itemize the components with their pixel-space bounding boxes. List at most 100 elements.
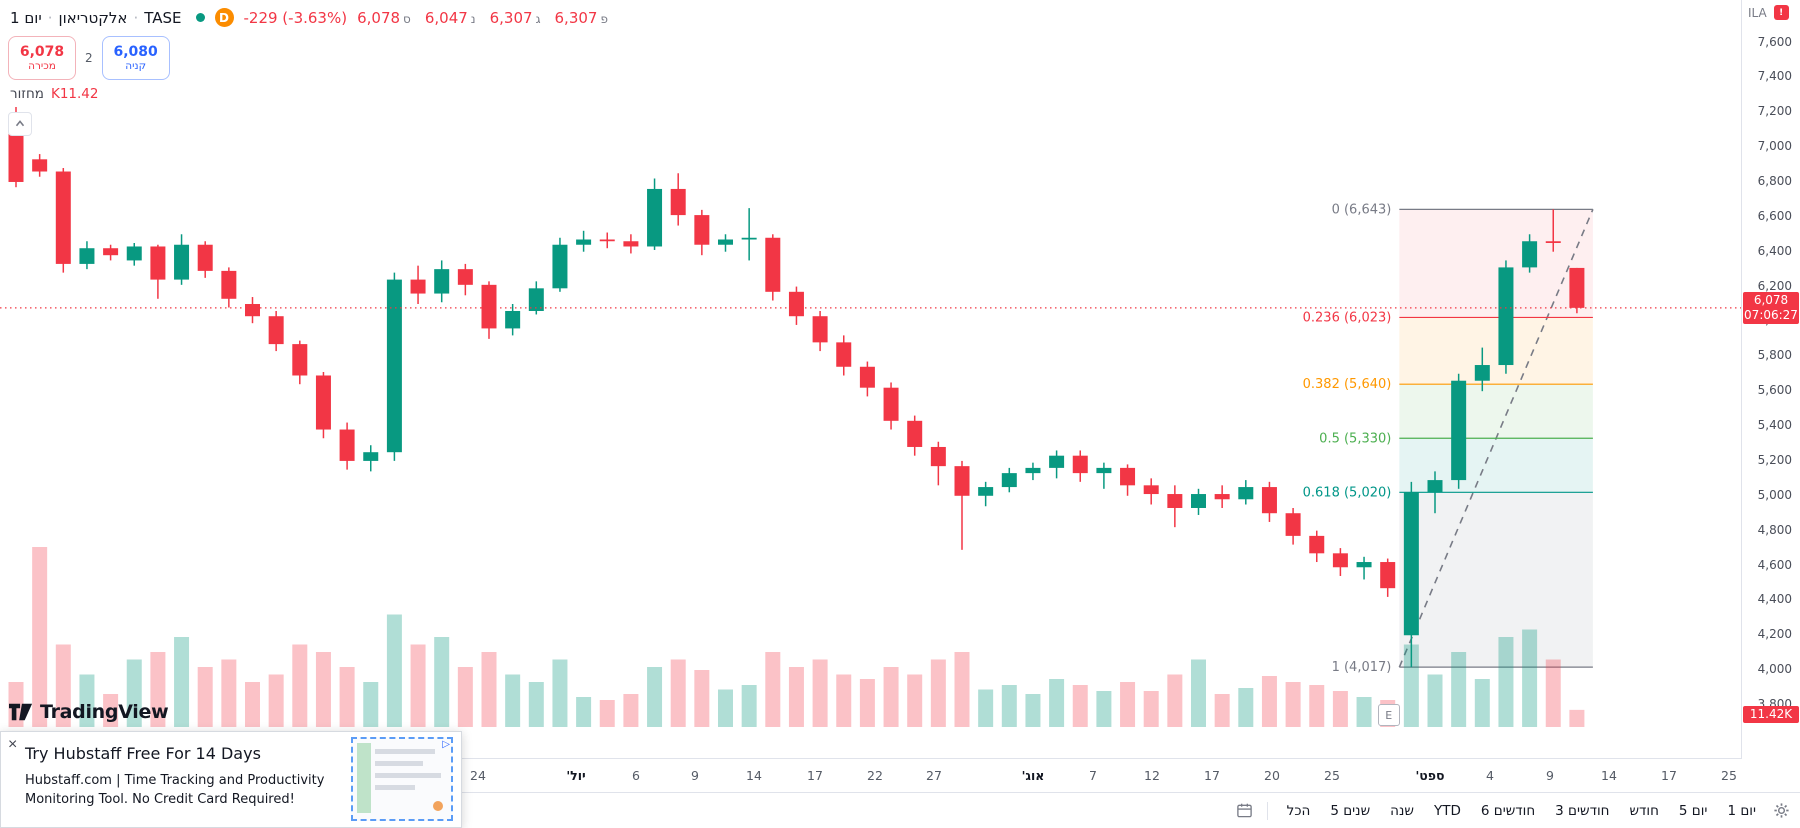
volume-bar bbox=[1261, 676, 1277, 727]
ad-thumbnail[interactable]: ▷ bbox=[351, 737, 453, 821]
candle-body bbox=[481, 284, 497, 329]
ad-close-button[interactable]: × bbox=[6, 734, 19, 756]
candle-body bbox=[1191, 494, 1206, 508]
candle-body bbox=[1309, 535, 1325, 554]
candle-body bbox=[694, 215, 710, 245]
volume-bar bbox=[883, 667, 899, 727]
ohlc-values: 6,078 ס 6,047 נ 6,307 ג 6,307 פ bbox=[357, 9, 608, 27]
earnings-marker[interactable]: E bbox=[1377, 704, 1400, 726]
candle-body bbox=[410, 279, 426, 294]
candle-body bbox=[1096, 467, 1112, 474]
trade-buttons: 6,078 מכירה 2 6,080 קניה bbox=[8, 36, 170, 80]
candle-body bbox=[788, 291, 804, 317]
tradingview-logo[interactable]: TradingView bbox=[8, 700, 169, 724]
range-button[interactable]: הכל bbox=[1278, 798, 1320, 824]
volume-bars bbox=[8, 547, 1585, 727]
volume-bar bbox=[150, 652, 166, 727]
ohlc-low: 6,047 נ bbox=[424, 8, 476, 27]
volume-bar bbox=[1001, 685, 1017, 727]
adchoices-icon[interactable]: ▷ bbox=[442, 739, 450, 750]
time-axis-tick: 22 bbox=[867, 768, 883, 783]
candle-body bbox=[315, 375, 331, 430]
price-axis-tick: 6,400 bbox=[1757, 243, 1792, 258]
last-volume-badge: 11.42K bbox=[1743, 706, 1799, 723]
volume-bar bbox=[126, 659, 142, 727]
ad-thumb-line bbox=[375, 749, 435, 754]
time-axis-tick: 12 bbox=[1144, 768, 1160, 783]
fib-level-label: 0.618 (5,020) bbox=[1303, 485, 1392, 500]
time-axis-tick: 9 bbox=[691, 768, 699, 783]
volume-bar bbox=[741, 685, 757, 727]
collapse-legend-button[interactable] bbox=[8, 112, 32, 136]
currency-label[interactable]: ILA bbox=[1748, 5, 1767, 20]
fib-band bbox=[1399, 317, 1593, 385]
volume-bar bbox=[1096, 691, 1112, 727]
chart-settings-button[interactable] bbox=[1769, 798, 1794, 823]
symbol-title[interactable]: 1 יום · אלקטריאון · TASE bbox=[10, 9, 182, 27]
candle-body bbox=[386, 279, 402, 453]
sell-button[interactable]: 6,078 מכירה bbox=[8, 36, 76, 80]
interval-label[interactable]: 1 יום bbox=[10, 8, 42, 27]
volume-bar bbox=[647, 667, 663, 727]
candle-body bbox=[765, 237, 781, 292]
range-button[interactable]: 5 שנים bbox=[1321, 798, 1379, 824]
volume-bar bbox=[221, 659, 237, 727]
candle-body bbox=[528, 288, 544, 311]
price-chart-svg[interactable]: 0 (6,643) 0.236 (6,023) 0.382 (5,640) 0.5 (… bbox=[0, 0, 1742, 758]
candle-body bbox=[1001, 473, 1017, 488]
go-to-date-button[interactable] bbox=[1232, 798, 1257, 823]
volume-bar bbox=[434, 637, 450, 727]
alert-icon[interactable]: ! bbox=[1773, 5, 1789, 20]
volume-bar bbox=[1143, 691, 1159, 727]
ad-headline[interactable]: Try Hubstaff Free For 14 Days bbox=[25, 744, 261, 763]
last-price-badge[interactable]: 6,078 07:06:27 bbox=[1743, 291, 1799, 324]
range-button[interactable]: 6 חודשים bbox=[1472, 798, 1544, 824]
volume-bar bbox=[292, 644, 308, 727]
candle-body bbox=[339, 429, 355, 461]
candle-body bbox=[1072, 455, 1088, 474]
buy-button[interactable]: 6,080 קניה bbox=[101, 36, 170, 80]
market-status-dot-icon bbox=[195, 13, 205, 22]
price-axis-tick: 4,600 bbox=[1757, 557, 1792, 572]
last-price-value: 6,078 bbox=[1753, 292, 1789, 307]
time-axis-tick: 14 bbox=[746, 768, 762, 783]
price-axis[interactable]: ILA ! 7,600 7,400 7,200 7,000 6,800 6,600 6,40… bbox=[1741, 0, 1800, 758]
volume-bar bbox=[1332, 691, 1348, 727]
range-button[interactable]: 1 יום bbox=[1718, 798, 1765, 824]
range-button[interactable]: YTD bbox=[1425, 798, 1470, 824]
candle-body bbox=[103, 248, 119, 256]
price-axis-tick: 5,800 bbox=[1757, 348, 1792, 363]
bar-countdown: 07:06:27 bbox=[1744, 307, 1798, 322]
volume-bar bbox=[505, 674, 521, 727]
candle-body bbox=[647, 188, 663, 247]
fib-retracement[interactable]: 0 (6,643) 0.236 (6,023) 0.382 (5,640) 0.5 (… bbox=[1303, 202, 1594, 675]
range-button[interactable]: 3 חודשים bbox=[1546, 798, 1618, 824]
symbol-name[interactable]: אלקטריאון bbox=[58, 8, 128, 27]
range-button[interactable]: 5 יום bbox=[1670, 798, 1717, 824]
fib-band bbox=[1399, 209, 1593, 318]
volume-bar bbox=[55, 644, 71, 727]
volume-bar bbox=[1167, 674, 1183, 727]
ad-body[interactable]: Hubstaff.com | Time Tracking and Product… bbox=[25, 773, 325, 807]
time-axis-month-label: 'יול bbox=[566, 768, 586, 783]
exchange-label[interactable]: TASE bbox=[144, 8, 182, 27]
candle-body bbox=[1569, 267, 1585, 308]
time-axis-tick: 20 bbox=[1264, 768, 1280, 783]
range-button[interactable]: שנה bbox=[1381, 798, 1423, 824]
delayed-data-badge[interactable]: D bbox=[214, 8, 234, 27]
candle-body bbox=[1427, 480, 1443, 493]
sell-price: 6,078 bbox=[19, 43, 65, 60]
volume-bar bbox=[1309, 685, 1325, 727]
volume-bar bbox=[174, 637, 190, 727]
range-button[interactable]: חודש bbox=[1620, 798, 1667, 824]
volume-bar bbox=[1403, 644, 1419, 727]
volume-bar bbox=[1427, 674, 1443, 727]
buy-price: 6,080 bbox=[113, 43, 158, 60]
time-axis-tick: 17 bbox=[1661, 768, 1677, 783]
volume-indicator-label[interactable]: מחזור bbox=[10, 86, 44, 102]
volume-bar bbox=[1356, 697, 1372, 727]
volume-bar bbox=[268, 674, 284, 727]
separator: · bbox=[133, 8, 139, 27]
candle-body bbox=[552, 244, 568, 289]
volume-bar bbox=[812, 659, 828, 727]
